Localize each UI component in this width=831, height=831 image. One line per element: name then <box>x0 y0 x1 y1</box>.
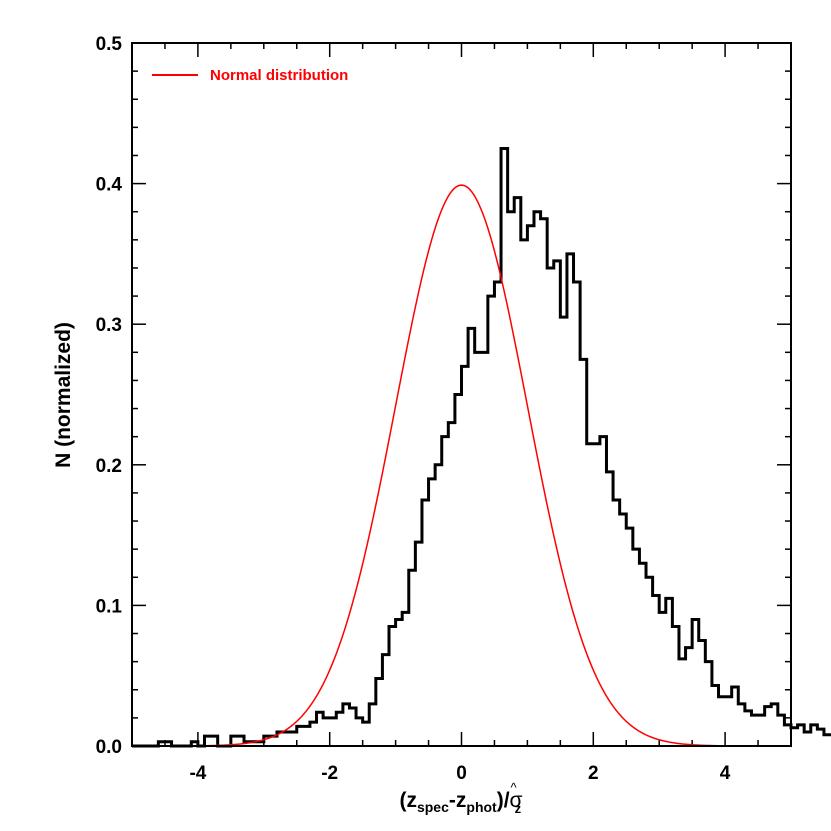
y-tick-label: 0.0 <box>96 737 122 758</box>
tick-labels: -4 -2 0 2 4 0.0 0.1 0.2 0.3 0.4 0.5 <box>96 34 731 784</box>
y-tick-label: 0.2 <box>96 456 122 477</box>
histogram-series <box>132 146 831 748</box>
legend-label-normal: Normal distribution <box>210 67 348 84</box>
y-tick-label: 0.4 <box>96 175 123 196</box>
y-tick-label: 0.1 <box>96 596 123 617</box>
x-tick-label: 4 <box>720 763 731 784</box>
plot-frame <box>131 42 792 747</box>
x-tick-label: 2 <box>588 763 599 784</box>
normal-distribution-curve <box>132 184 791 747</box>
x-tick-label: -4 <box>189 763 206 784</box>
x-axis-title: (zspec-zphot)/σ^ z <box>399 780 522 816</box>
legend: Normal distribution <box>152 67 348 84</box>
y-axis-title: N (normalized) <box>52 322 75 468</box>
y-tick-label: 0.3 <box>96 315 122 336</box>
y-tick-label: 0.5 <box>96 34 123 55</box>
x-tick-label: -2 <box>321 763 338 784</box>
x-tick-label: 0 <box>456 763 467 784</box>
